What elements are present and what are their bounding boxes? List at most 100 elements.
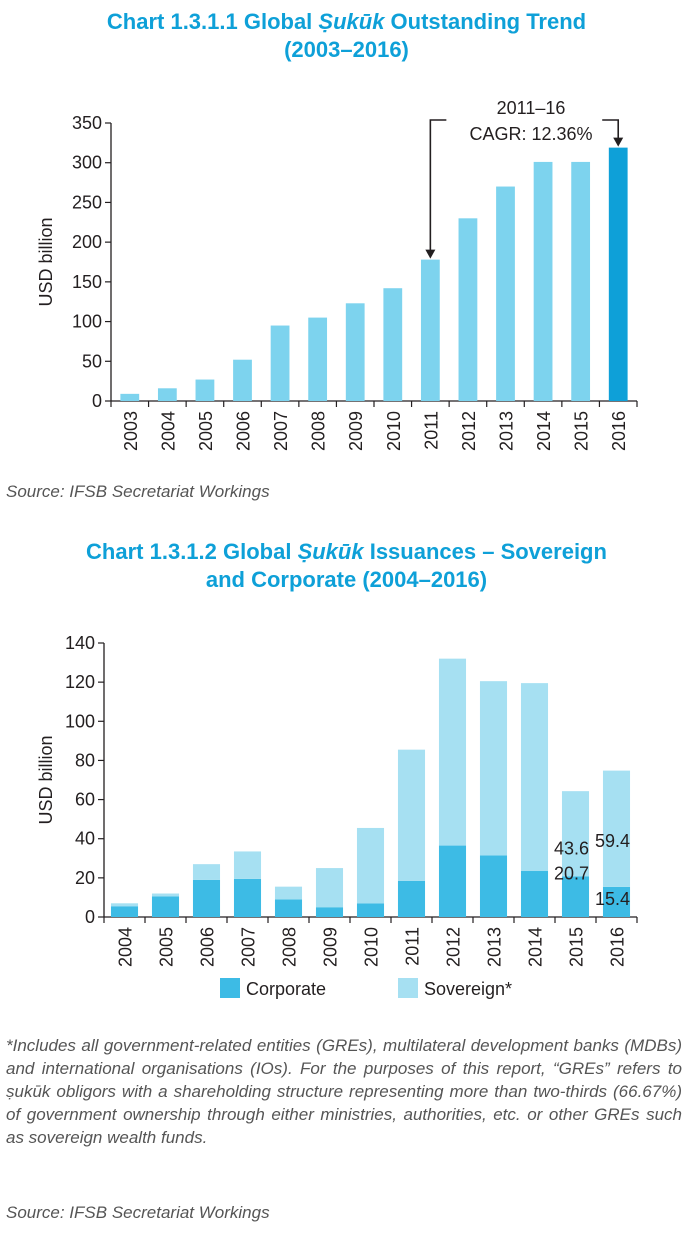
chart2-x-tick-label: 2010: [362, 927, 382, 967]
chart1-y-tick-label: 150: [72, 272, 102, 292]
chart1-y-tick-label: 100: [72, 312, 102, 332]
chart2-bar-sovereign: [602, 770, 631, 887]
chart1-source: Source: IFSB Secretariat Workings: [6, 482, 270, 501]
chart2-bar-sovereign: [520, 683, 549, 872]
chart2-bar-sovereign: [356, 827, 385, 904]
chart2-y-axis-label: USD billion: [36, 735, 56, 824]
chart1-x-tick-label: 2008: [309, 411, 329, 451]
chart1-title-part1: Chart 1.3.1.1 Global: [106, 9, 319, 34]
chart1-y-tick-label: 300: [72, 153, 102, 173]
chart1-bar: [233, 359, 252, 401]
chart1-bar: [458, 218, 478, 401]
chart1-y-tick-label: 0: [92, 391, 102, 411]
chart2-title-line2: and Corporate (2004–2016): [205, 567, 488, 592]
chart1-bar: [383, 288, 403, 401]
chart2-data-label: 43.6: [554, 838, 589, 858]
chart1-title-part2: Outstanding Trend: [384, 9, 587, 34]
chart2-y-tick-label: 140: [65, 633, 95, 653]
chart2-title: Chart 1.3.1.2 Global Ṣukūk Issuances – S…: [0, 538, 693, 594]
chart1-bar: [120, 393, 140, 401]
chart2-bar-corporate: [520, 871, 549, 917]
chart2-title-part1: Chart 1.3.1.2 Global: [86, 539, 298, 564]
chart1-bar: [608, 147, 628, 401]
chart1-x-tick-label: 2005: [196, 411, 216, 451]
chart2-x-tick-label: 2009: [321, 927, 341, 967]
chart1-bar: [345, 303, 365, 401]
chart2-y-tick-label: 100: [65, 711, 95, 731]
chart2-bar-corporate: [151, 896, 180, 917]
chart2-bar-corporate: [561, 876, 590, 917]
chart1-annotation-arrowhead-left: [425, 249, 436, 259]
chart1-bar: [270, 325, 290, 401]
chart2-legend-label-sovereign: Sovereign*: [424, 979, 512, 999]
chart2-bar-sovereign: [233, 851, 262, 879]
chart1-bar: [496, 186, 515, 401]
chart2-x-tick-label: 2013: [485, 927, 505, 967]
chart2-x-tick-label: 2012: [444, 927, 464, 967]
chart1-bar: [157, 388, 177, 401]
chart2-bar-sovereign: [397, 749, 426, 881]
chart1-x-tick-label: 2009: [346, 411, 366, 451]
chart2-legend-swatch-corporate: [220, 978, 240, 998]
chart1-x-tick-label: 2014: [534, 411, 554, 451]
chart1-x-tick-label: 2011: [421, 411, 441, 450]
chart2-x-tick-label: 2014: [526, 927, 546, 967]
chart1-y-tick-label: 200: [72, 232, 102, 252]
chart1-title-line2: (2003–2016): [284, 37, 409, 62]
chart2-bar-corporate: [233, 878, 262, 917]
chart1-annotation-cagr: CAGR: 12.36%: [469, 124, 592, 144]
chart1-bar: [420, 259, 440, 401]
chart2-x-tick-label: 2015: [567, 927, 587, 967]
chart2-legend-swatch-sovereign: [398, 978, 418, 998]
chart1-x-tick-label: 2016: [609, 411, 629, 451]
chart2-bar-corporate: [192, 879, 221, 917]
chart1-x-tick-label: 2012: [459, 411, 479, 451]
chart1-title: Chart 1.3.1.1 Global Ṣukūk Outstanding T…: [0, 8, 693, 64]
chart1-annotation-bracket-left: [429, 119, 447, 252]
chart2-bar-sovereign: [274, 886, 303, 900]
chart1-annotation-period: 2011–16: [497, 98, 566, 118]
chart2-x-tick-label: 2006: [198, 927, 218, 967]
chart2-x-tick-label: 2005: [157, 927, 177, 967]
chart2-data-label: 20.7: [554, 863, 589, 883]
chart2-footnote: *Includes all government-related entitie…: [6, 1036, 682, 1147]
chart2-x-tick-label: 2007: [239, 927, 259, 967]
chart1-y-tick-label: 50: [82, 351, 102, 371]
chart1-x-tick-label: 2003: [121, 411, 141, 451]
chart1-bar: [308, 317, 328, 401]
chart2-x-tick-label: 2004: [116, 927, 136, 967]
chart1-bar: [195, 379, 215, 401]
chart1-title-italic: Ṣukūk: [318, 9, 385, 34]
chart1-plot: 0 50 100 150 200 250 300 350 2003 2004 2005 2006 200…: [36, 98, 638, 451]
chart2-bar-corporate: [110, 906, 139, 917]
chart2-bar-sovereign: [110, 903, 139, 907]
chart2-data-label: 15.4: [595, 889, 630, 909]
chart1-x-tick-label: 2010: [384, 411, 404, 451]
chart2-bar-sovereign: [561, 791, 590, 877]
chart2-bar-corporate: [315, 907, 344, 917]
chart2-bar-sovereign: [315, 868, 344, 908]
chart2-data-label: 59.4: [595, 831, 630, 851]
chart1-x-tick-label: 2004: [158, 411, 178, 451]
chart2-x-tick-label: 2016: [608, 927, 628, 967]
chart1-x-tick-label: 2007: [271, 411, 291, 451]
chart1-x-tick-label: 2013: [497, 411, 517, 451]
chart2-legend-label-corporate: Corporate: [246, 979, 326, 999]
chart2-bar-sovereign: [438, 658, 467, 846]
chart2-x-tick-label: 2011: [403, 927, 423, 966]
chart2-x-tick-label: 2008: [280, 927, 300, 967]
chart2-source: Source: IFSB Secretariat Workings: [6, 1203, 270, 1222]
chart2-y-tick-label: 0: [85, 907, 95, 927]
chart2-y-tick-label: 80: [75, 750, 95, 770]
chart2-bar-corporate: [438, 845, 467, 917]
chart2-bar-corporate: [356, 903, 385, 917]
chart2-y-tick-label: 40: [75, 829, 95, 849]
chart1-bar: [571, 161, 591, 401]
chart2-title-part2: Issuances – Sovereign: [363, 539, 607, 564]
chart2-bar-corporate: [602, 886, 631, 917]
chart2-y-tick-label: 120: [65, 672, 95, 692]
chart2-bar-corporate: [479, 855, 508, 917]
chart2-title-italic: Ṣukūk: [297, 539, 364, 564]
chart1-y-tick-label: 350: [72, 113, 102, 133]
chart2-bar-sovereign: [192, 864, 221, 880]
